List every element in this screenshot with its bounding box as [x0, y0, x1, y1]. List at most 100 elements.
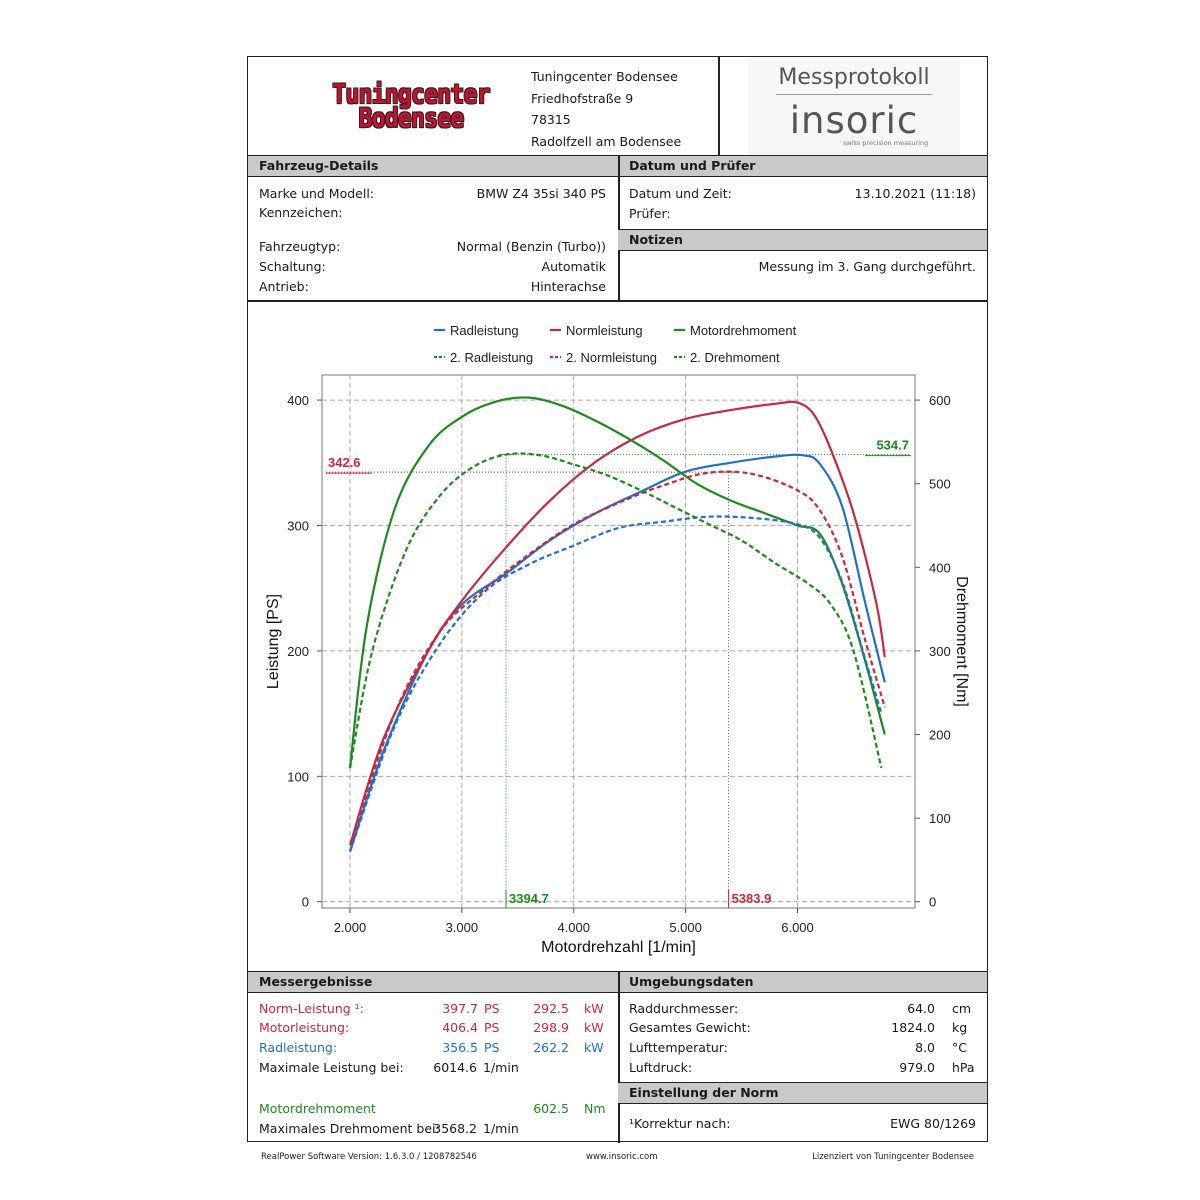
norm-setting-heading: Einstellung der Norm [618, 1082, 987, 1104]
results-heading: Messergebnisse [248, 971, 619, 993]
marker-x-label: 3394.7 [509, 891, 549, 906]
footer-website: www.insoric.com [586, 1152, 658, 1162]
y-tick-label: 0 [302, 895, 309, 910]
environment-heading: Umgebungsdaten [618, 971, 987, 993]
wheel-power-kw-unit: kW [584, 1040, 604, 1055]
norm-correction-label: ¹Korrektur nach: [629, 1116, 731, 1131]
brand-tagline: swiss precision measuring [843, 139, 929, 147]
legend-entry: Normleistung [566, 323, 643, 338]
env-unit-pressure: hPa [952, 1060, 975, 1075]
norm-power-ps: 397.7 [442, 1001, 478, 1016]
norm-power-kw: 292.5 [533, 1001, 569, 1016]
y2-tick-label: 300 [929, 644, 951, 659]
x-tick-label: 5.000 [669, 920, 702, 935]
norm-power-label: Norm-Leistung ¹: [259, 1001, 364, 1016]
vehicle-label-drive: Antrieb: [259, 279, 309, 294]
env-unit-weight: kg [952, 1020, 968, 1035]
y2-tick-label: 0 [929, 895, 936, 910]
address-line: Radolfzell am Bodensee [531, 133, 682, 149]
legend-entry: 2. Drehmoment [690, 350, 780, 365]
max-power-rpm: 6014.6 [433, 1060, 477, 1075]
vehicle-label-plate: Kennzeichen: [259, 205, 343, 220]
x-axis-title: Motordrehzahl [1/min] [541, 939, 696, 956]
motor-power-kw: 298.9 [533, 1020, 569, 1035]
norm-power-kw-unit: kW [584, 1001, 604, 1016]
address-line: 78315 [531, 112, 571, 127]
wheel-power-kw: 262.2 [533, 1040, 569, 1055]
date-label: Datum und Zeit: [629, 186, 732, 201]
marker-y-label: 534.7 [876, 438, 909, 453]
date-examiner-heading: Datum und Prüfer [618, 155, 987, 177]
max-torque-rpm: 3568.2 [433, 1121, 477, 1136]
legend-entry: 2. Normleistung [566, 350, 657, 365]
series-line [348, 400, 886, 846]
motor-power-ps-unit: PS [484, 1020, 500, 1035]
logo-wordmark: Tuningcenter Bodensee [321, 79, 502, 134]
series-line [348, 515, 883, 852]
vehicle-label-type: Fahrzeugtyp: [259, 239, 341, 254]
env-value-temp: 8.0 [915, 1040, 935, 1055]
x-tick-label: 4.000 [557, 920, 590, 935]
max-power-rpm-unit: 1/min [483, 1060, 519, 1075]
power-torque-chart: 2.000 3.000 4.000 5.000 6.000 0 100 200 300 400 0 1… [248, 301, 989, 971]
y-tick-label: 200 [287, 644, 309, 659]
series-line [348, 452, 883, 769]
protocol-brand-box: Messprotokoll insoric swiss precision me… [748, 57, 960, 155]
env-value-wheel: 64.0 [907, 1001, 935, 1016]
vehicle-value-gearbox: Automatik [541, 259, 606, 274]
protocol-title: Messprotokoll [778, 65, 930, 90]
motor-power-kw-unit: kW [584, 1020, 604, 1035]
logo-line2: Bodensee [358, 103, 465, 134]
wheel-power-ps-unit: PS [484, 1040, 500, 1055]
marker-x-label: 5383.9 [732, 891, 772, 906]
series-line [348, 470, 886, 846]
y2-tick-label: 200 [929, 728, 951, 743]
y-axis-title: Leistung [PS] [265, 594, 282, 689]
vehicle-value-type: Normal (Benzin (Turbo)) [456, 239, 606, 254]
chart-top-border [248, 300, 987, 302]
footer-license: Lizenziert von Tuningcenter Bodensee [812, 1152, 974, 1162]
y-tick-label: 400 [287, 393, 309, 408]
report-sheet: Tuningcenter Bodensee Tuningcenter Boden… [247, 56, 989, 1143]
plot-area [321, 374, 916, 909]
max-power-label: Maximale Leistung bei: [259, 1060, 404, 1075]
notes-heading: Notizen [618, 229, 987, 251]
vehicle-value-brand: BMW Z4 35si 340 PS [476, 186, 606, 201]
date-value: 13.10.2021 (11:18) [854, 186, 976, 201]
logo-line1: Tuningcenter [332, 79, 490, 110]
env-unit-temp: °C [952, 1040, 967, 1055]
results-divider [618, 971, 620, 1143]
x-tick-label: 3.000 [446, 920, 479, 935]
torque-value: 602.5 [533, 1101, 569, 1116]
vehicle-value-drive: Hinterachse [530, 279, 606, 294]
brand-logo: insoric [789, 99, 919, 142]
series-line [348, 396, 886, 769]
max-torque-rpm-unit: 1/min [483, 1121, 519, 1136]
brand-underline [776, 94, 932, 95]
vehicle-label-gearbox: Schaltung: [259, 259, 326, 274]
norm-correction-value: EWG 80/1269 [890, 1116, 976, 1131]
vehicle-label-brand: Marke und Modell: [259, 186, 375, 201]
x-tick-label: 6.000 [781, 920, 814, 935]
header-divider [718, 57, 720, 155]
max-torque-label: Maximales Drehmoment bei: [259, 1121, 440, 1136]
wheel-power-ps: 356.5 [442, 1040, 478, 1055]
y-tick-label: 300 [287, 518, 309, 533]
examiner-label: Prüfer: [629, 206, 671, 221]
x-tick-label: 2.000 [334, 920, 367, 935]
env-label-weight: Gesamtes Gewicht: [629, 1020, 751, 1035]
env-label-pressure: Luftdruck: [629, 1060, 693, 1075]
notes-text: Messung im 3. Gang durchgeführt. [758, 259, 976, 274]
motor-power-label: Motorleistung: [259, 1020, 350, 1035]
env-unit-wheel: cm [952, 1001, 972, 1016]
torque-unit: Nm [584, 1101, 606, 1116]
y2-tick-label: 600 [929, 393, 951, 408]
wheel-power-label: Radleistung: [259, 1040, 338, 1055]
env-label-wheel: Raddurchmesser: [629, 1001, 739, 1016]
marker-y-label: 342.6 [328, 455, 361, 470]
vehicle-details-heading: Fahrzeug-Details [248, 155, 619, 177]
company-address: Tuningcenter Bodensee Friedhofstraße 9 7… [531, 66, 681, 152]
address-line: Tuningcenter Bodensee [531, 69, 678, 84]
motor-power-ps: 406.4 [442, 1020, 478, 1035]
footer-software-version: RealPower Software Version: 1.6.3.0 / 12… [261, 1152, 477, 1162]
